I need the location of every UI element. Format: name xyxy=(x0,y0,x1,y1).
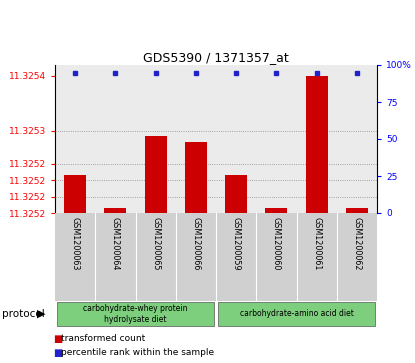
Bar xyxy=(305,76,328,213)
Text: GSM1200063: GSM1200063 xyxy=(71,217,80,271)
Text: GSM1200062: GSM1200062 xyxy=(352,217,361,271)
Bar xyxy=(104,208,127,213)
Bar xyxy=(265,208,288,213)
Text: ▶: ▶ xyxy=(37,309,46,319)
Text: GSM1200060: GSM1200060 xyxy=(272,217,281,271)
Bar xyxy=(218,302,375,326)
Title: GDS5390 / 1371357_at: GDS5390 / 1371357_at xyxy=(143,51,289,64)
Bar xyxy=(57,302,214,326)
Text: GSM1200064: GSM1200064 xyxy=(111,217,120,271)
Text: carbohydrate-amino acid diet: carbohydrate-amino acid diet xyxy=(239,310,354,318)
Text: carbohydrate-whey protein
hydrolysate diet: carbohydrate-whey protein hydrolysate di… xyxy=(83,304,188,324)
Text: ■: ■ xyxy=(53,348,62,358)
Text: GSM1200065: GSM1200065 xyxy=(151,217,160,271)
Text: GSM1200061: GSM1200061 xyxy=(312,217,321,271)
Bar xyxy=(346,208,368,213)
Bar xyxy=(144,136,167,213)
Bar xyxy=(225,175,247,213)
Text: GSM1200066: GSM1200066 xyxy=(191,217,200,271)
Bar xyxy=(64,175,86,213)
Text: GSM1200059: GSM1200059 xyxy=(232,217,241,271)
Text: protocol: protocol xyxy=(2,309,45,319)
Text: ■: ■ xyxy=(53,334,62,343)
Text: transformed count: transformed count xyxy=(61,334,145,343)
Text: percentile rank within the sample: percentile rank within the sample xyxy=(61,348,214,358)
Bar xyxy=(185,142,207,213)
